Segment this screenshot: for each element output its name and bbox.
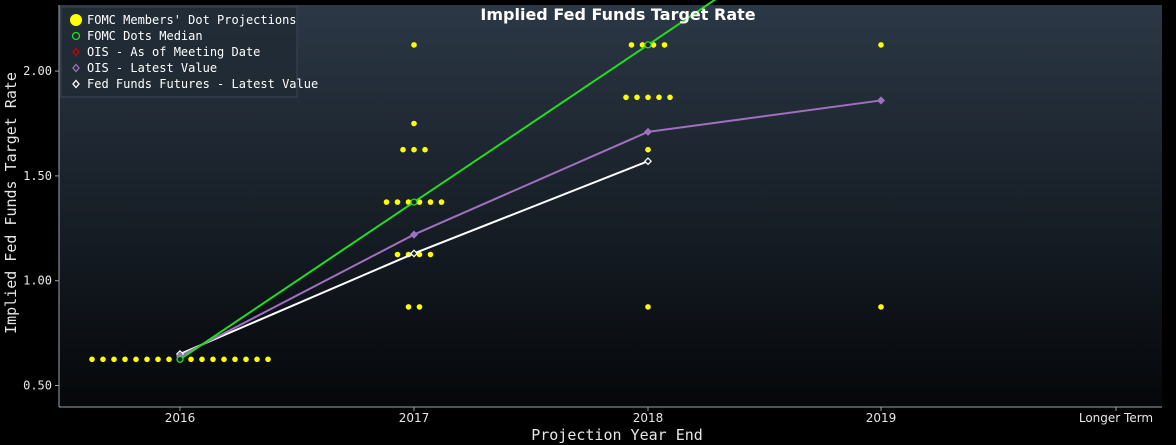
dot-projection [122, 356, 128, 363]
dot-projection [210, 356, 216, 363]
series-markers [175, 41, 886, 363]
dot-projection [111, 356, 117, 363]
median-marker [176, 355, 184, 363]
dot-projection [628, 42, 635, 48]
dot-projection [166, 356, 172, 363]
x-tick-label: 2017 [399, 411, 430, 425]
dot-projection [645, 304, 651, 310]
x-tick-label: Longer Term [1079, 411, 1153, 425]
dot-projection [232, 356, 238, 363]
x-tick-label: 2019 [866, 411, 897, 425]
ois_latest-marker [876, 96, 886, 105]
legend-ois-meeting: OIS - As of Meeting Date [87, 45, 260, 59]
dot-projection [878, 42, 884, 48]
y-tick-label: 1.50 [23, 169, 52, 183]
y-axis-label: Implied Fed Funds Target Rate [2, 72, 20, 334]
dot-projection [265, 356, 271, 363]
x-tick-label: 2016 [165, 411, 196, 425]
futures-marker [643, 157, 653, 166]
dot-projection [383, 199, 390, 205]
dot-projection [243, 356, 249, 363]
dot-projection [634, 94, 640, 101]
legend-median-marker [71, 31, 81, 41]
dot-projection [144, 356, 150, 363]
dot-projection [639, 42, 646, 48]
dot-projection [199, 356, 205, 363]
ois_latest-line [179, 99, 882, 358]
dot-projection [133, 356, 139, 363]
axes [55, 5, 1162, 411]
dot-projection [394, 251, 401, 258]
dot-projection [878, 304, 884, 310]
y-tick-label: 2.00 [23, 64, 52, 78]
dot-projection [155, 356, 161, 363]
dot-projection [416, 304, 423, 310]
legend: FOMC Members' Dot Projections FOMC Dots … [60, 6, 318, 98]
dot-projection [661, 42, 668, 48]
dot-projection [416, 251, 423, 258]
dot-projection [394, 199, 401, 205]
dot-projection [411, 146, 417, 153]
legend-median: FOMC Dots Median [87, 29, 203, 43]
legend-dot-marker [70, 14, 82, 26]
legend-ois-latest-marker [72, 63, 80, 73]
legend-futures-marker [72, 79, 80, 89]
chart-title: Implied Fed Funds Target Rate [480, 5, 755, 24]
legend-ois-meeting-marker [72, 47, 80, 57]
dot-projection [405, 304, 412, 310]
tick-labels: 0.501.001.502.002.503.003.504.0020162017… [23, 64, 1153, 425]
dot-projection [623, 94, 629, 101]
y-tick-label: 0.50 [23, 379, 52, 393]
dot-projection [438, 199, 445, 205]
dot-projection [411, 120, 417, 127]
median-marker [410, 198, 418, 206]
x-tick-label: 2018 [633, 411, 664, 425]
dot-projection [645, 94, 651, 101]
legend-dot-projections: FOMC Members' Dot Projections [87, 13, 297, 27]
y-tick-label: 1.00 [23, 274, 52, 288]
dot-projection [650, 42, 657, 48]
ois_latest-marker [409, 230, 419, 239]
legend-futures: Fed Funds Futures - Latest Value [87, 77, 318, 91]
dot-projection [405, 199, 412, 205]
x-axis-label: Projection Year End [531, 426, 703, 444]
ois_latest-marker [643, 127, 653, 136]
dot-projection [422, 146, 428, 153]
dot-projection [411, 42, 417, 48]
futures-marker [409, 249, 419, 258]
dot-projection [645, 146, 651, 153]
dot-projection [188, 356, 194, 363]
dot-projection [667, 94, 673, 101]
dot-projection [416, 199, 423, 205]
dot-projection [100, 356, 106, 363]
dot-projection [254, 356, 260, 363]
legend-box [60, 6, 298, 98]
dot-projection [400, 146, 406, 153]
dot-projection [221, 356, 227, 363]
dot-projection [427, 251, 434, 258]
legend-ois-latest: OIS - Latest Value [87, 61, 217, 75]
dot-projection [89, 356, 95, 363]
dot-projection [427, 199, 434, 205]
median-marker [644, 41, 652, 49]
dot-projection [656, 94, 662, 101]
